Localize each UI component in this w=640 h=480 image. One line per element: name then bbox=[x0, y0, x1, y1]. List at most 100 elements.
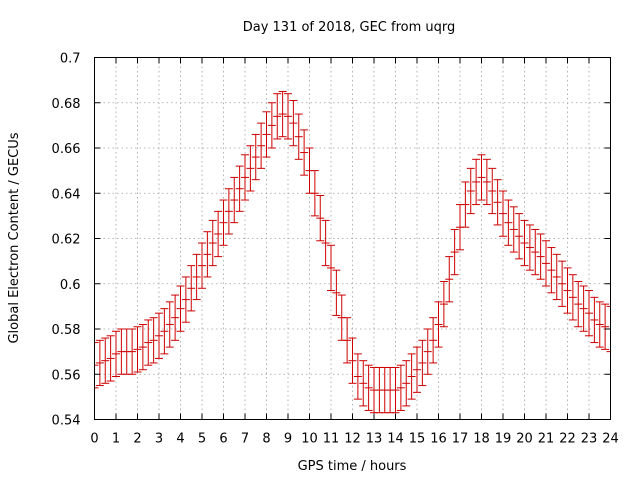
y-tick-label: 0.7 bbox=[60, 52, 81, 67]
data-point bbox=[568, 274, 577, 321]
data-point bbox=[488, 167, 497, 215]
x-tick-label: 1 bbox=[112, 432, 120, 447]
data-point bbox=[171, 294, 180, 341]
data-point bbox=[94, 342, 99, 389]
data-point bbox=[499, 190, 507, 237]
data-point bbox=[552, 253, 561, 301]
x-tick-label: 3 bbox=[155, 432, 163, 447]
data-point bbox=[585, 290, 593, 337]
data-point bbox=[321, 219, 330, 267]
x-tick-label: 17 bbox=[452, 432, 469, 447]
data-point bbox=[542, 240, 550, 287]
data-point bbox=[95, 339, 104, 387]
x-tick-label: 9 bbox=[284, 432, 292, 447]
data-point bbox=[418, 339, 427, 387]
x-tick-label: 22 bbox=[559, 432, 576, 447]
data-point bbox=[482, 158, 491, 206]
data-point bbox=[531, 228, 540, 276]
data-point bbox=[224, 188, 233, 235]
data-point bbox=[439, 280, 448, 328]
data-point bbox=[165, 301, 174, 348]
data-point bbox=[267, 102, 276, 149]
data-point bbox=[235, 165, 244, 212]
data-point bbox=[101, 337, 110, 384]
data-point bbox=[359, 360, 368, 407]
data-point bbox=[246, 145, 255, 192]
data-point bbox=[429, 317, 438, 364]
data-point bbox=[413, 346, 421, 393]
data-point bbox=[461, 181, 470, 228]
data-point bbox=[472, 158, 481, 206]
data-point bbox=[595, 301, 604, 348]
data-point bbox=[558, 260, 567, 307]
data-point bbox=[525, 224, 534, 271]
data-point bbox=[112, 330, 120, 378]
x-tick-label: 8 bbox=[262, 432, 270, 447]
error-bars bbox=[94, 90, 611, 414]
x-tick-label: 21 bbox=[538, 432, 555, 447]
data-point bbox=[144, 319, 153, 366]
data-point bbox=[391, 366, 400, 414]
data-point bbox=[493, 179, 502, 226]
data-point bbox=[289, 99, 298, 147]
x-tick-label: 7 bbox=[241, 432, 249, 447]
x-tick-label: 11 bbox=[323, 432, 340, 447]
data-point bbox=[601, 303, 610, 350]
data-point bbox=[278, 90, 287, 138]
data-point bbox=[294, 113, 303, 160]
data-point bbox=[396, 364, 405, 411]
x-tick-label: 12 bbox=[344, 432, 361, 447]
data-point bbox=[230, 176, 239, 224]
data-point bbox=[504, 199, 513, 246]
data-point bbox=[563, 267, 572, 314]
data-point bbox=[402, 360, 411, 407]
data-point bbox=[520, 219, 529, 267]
x-tick-labels: 0 1 2 3 4 5 6 7 8 9 10 11 12 13 14 15 16 17 18 19 20 21 22 23 24 bbox=[90, 432, 618, 447]
data-point bbox=[547, 247, 556, 294]
y-tick-label: 0.56 bbox=[52, 368, 81, 383]
x-tick-label: 0 bbox=[90, 432, 98, 447]
y-tick-labels: 0.54 0.56 0.58 0.6 0.62 0.64 0.66 0.68 0.7 bbox=[52, 52, 81, 429]
x-tick-label: 24 bbox=[602, 432, 619, 447]
data-point bbox=[187, 265, 196, 312]
data-point bbox=[574, 280, 583, 328]
data-point bbox=[450, 228, 459, 276]
y-tick-label: 0.68 bbox=[52, 97, 81, 112]
data-point bbox=[327, 244, 335, 292]
y-tick-label: 0.54 bbox=[52, 414, 81, 429]
data-point bbox=[160, 308, 169, 355]
data-point bbox=[300, 129, 309, 176]
x-tick-label: 6 bbox=[219, 432, 227, 447]
data-point bbox=[203, 231, 212, 278]
y-axis-label: Global Electron Content / GECUs bbox=[7, 132, 22, 343]
data-point bbox=[515, 213, 524, 260]
y-tick-label: 0.6 bbox=[60, 278, 81, 293]
data-point bbox=[262, 111, 271, 158]
data-point bbox=[155, 312, 163, 359]
data-point bbox=[133, 326, 142, 373]
data-point bbox=[536, 233, 545, 280]
data-point bbox=[348, 337, 357, 384]
data-point bbox=[284, 93, 292, 140]
data-point bbox=[434, 301, 443, 348]
grid bbox=[94, 57, 611, 420]
x-tick-label: 16 bbox=[430, 432, 447, 447]
data-point bbox=[181, 276, 190, 323]
data-point bbox=[241, 154, 249, 201]
data-point bbox=[176, 285, 185, 332]
ticks bbox=[94, 57, 611, 420]
data-point bbox=[332, 269, 341, 316]
data-point bbox=[477, 154, 486, 201]
x-tick-label: 4 bbox=[176, 432, 184, 447]
data-point bbox=[423, 328, 432, 375]
x-tick-label: 14 bbox=[387, 432, 404, 447]
x-tick-label: 18 bbox=[473, 432, 490, 447]
data-point bbox=[149, 317, 158, 364]
data-point bbox=[106, 335, 115, 382]
data-point bbox=[579, 285, 588, 332]
data-point bbox=[445, 256, 454, 303]
data-point bbox=[219, 199, 228, 246]
chart-title: Day 131 of 2018, GEC from uqrg bbox=[243, 20, 456, 35]
data-point bbox=[273, 93, 282, 140]
